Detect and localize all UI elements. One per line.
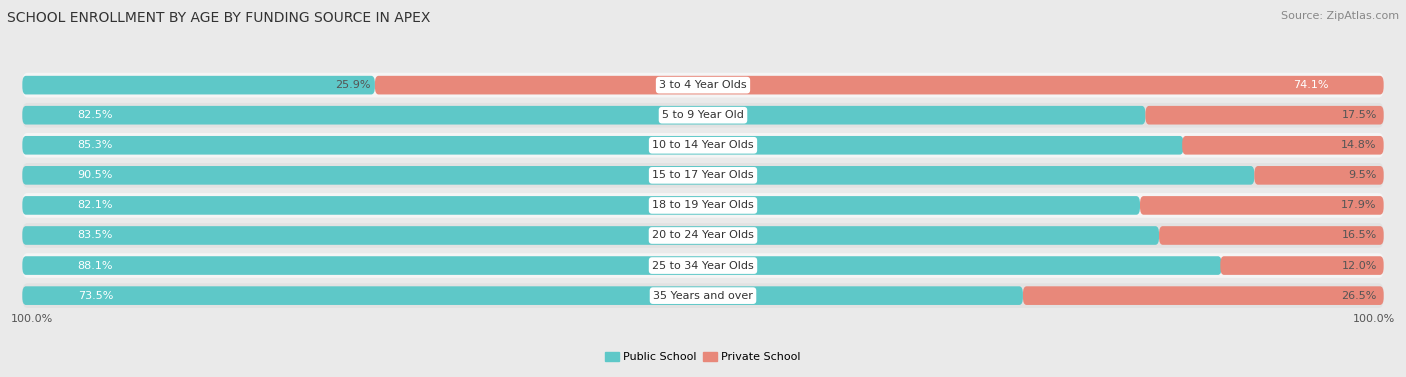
FancyBboxPatch shape	[22, 166, 1254, 185]
FancyBboxPatch shape	[22, 226, 1159, 245]
FancyBboxPatch shape	[22, 106, 1146, 124]
Text: 5 to 9 Year Old: 5 to 9 Year Old	[662, 110, 744, 120]
FancyBboxPatch shape	[375, 76, 1384, 95]
Text: 14.8%: 14.8%	[1341, 140, 1376, 150]
FancyBboxPatch shape	[22, 76, 375, 95]
Text: Source: ZipAtlas.com: Source: ZipAtlas.com	[1281, 11, 1399, 21]
Text: SCHOOL ENROLLMENT BY AGE BY FUNDING SOURCE IN APEX: SCHOOL ENROLLMENT BY AGE BY FUNDING SOUR…	[7, 11, 430, 25]
FancyBboxPatch shape	[22, 286, 1024, 305]
FancyBboxPatch shape	[1254, 166, 1384, 185]
Text: 9.5%: 9.5%	[1348, 170, 1376, 180]
FancyBboxPatch shape	[22, 163, 1384, 188]
Text: 20 to 24 Year Olds: 20 to 24 Year Olds	[652, 230, 754, 241]
FancyBboxPatch shape	[22, 223, 1384, 248]
FancyBboxPatch shape	[22, 196, 1140, 215]
Text: 3 to 4 Year Olds: 3 to 4 Year Olds	[659, 80, 747, 90]
FancyBboxPatch shape	[1140, 196, 1384, 215]
Text: 83.5%: 83.5%	[77, 230, 112, 241]
Text: 90.5%: 90.5%	[77, 170, 112, 180]
FancyBboxPatch shape	[1220, 256, 1384, 275]
Text: 12.0%: 12.0%	[1341, 261, 1376, 271]
Text: 10 to 14 Year Olds: 10 to 14 Year Olds	[652, 140, 754, 150]
FancyBboxPatch shape	[1146, 106, 1384, 124]
FancyBboxPatch shape	[22, 103, 1384, 127]
FancyBboxPatch shape	[1024, 286, 1384, 305]
Text: 16.5%: 16.5%	[1341, 230, 1376, 241]
Text: 35 Years and over: 35 Years and over	[652, 291, 754, 300]
Text: 15 to 17 Year Olds: 15 to 17 Year Olds	[652, 170, 754, 180]
Text: 17.9%: 17.9%	[1341, 201, 1376, 210]
Text: 18 to 19 Year Olds: 18 to 19 Year Olds	[652, 201, 754, 210]
Text: 25 to 34 Year Olds: 25 to 34 Year Olds	[652, 261, 754, 271]
FancyBboxPatch shape	[1159, 226, 1384, 245]
FancyBboxPatch shape	[1182, 136, 1384, 155]
Text: 100.0%: 100.0%	[1353, 314, 1395, 324]
Text: 26.5%: 26.5%	[1341, 291, 1376, 300]
FancyBboxPatch shape	[22, 193, 1384, 218]
FancyBboxPatch shape	[22, 73, 1384, 98]
FancyBboxPatch shape	[22, 253, 1384, 278]
Text: 25.9%: 25.9%	[335, 80, 371, 90]
FancyBboxPatch shape	[22, 136, 1184, 155]
FancyBboxPatch shape	[22, 133, 1384, 158]
FancyBboxPatch shape	[22, 283, 1384, 308]
Legend: Public School, Private School: Public School, Private School	[600, 347, 806, 367]
Text: 100.0%: 100.0%	[11, 314, 53, 324]
Text: 88.1%: 88.1%	[77, 261, 112, 271]
Text: 74.1%: 74.1%	[1294, 80, 1329, 90]
Text: 82.1%: 82.1%	[77, 201, 112, 210]
Text: 73.5%: 73.5%	[77, 291, 112, 300]
Text: 82.5%: 82.5%	[77, 110, 112, 120]
Text: 17.5%: 17.5%	[1341, 110, 1376, 120]
Text: 85.3%: 85.3%	[77, 140, 112, 150]
FancyBboxPatch shape	[22, 256, 1222, 275]
